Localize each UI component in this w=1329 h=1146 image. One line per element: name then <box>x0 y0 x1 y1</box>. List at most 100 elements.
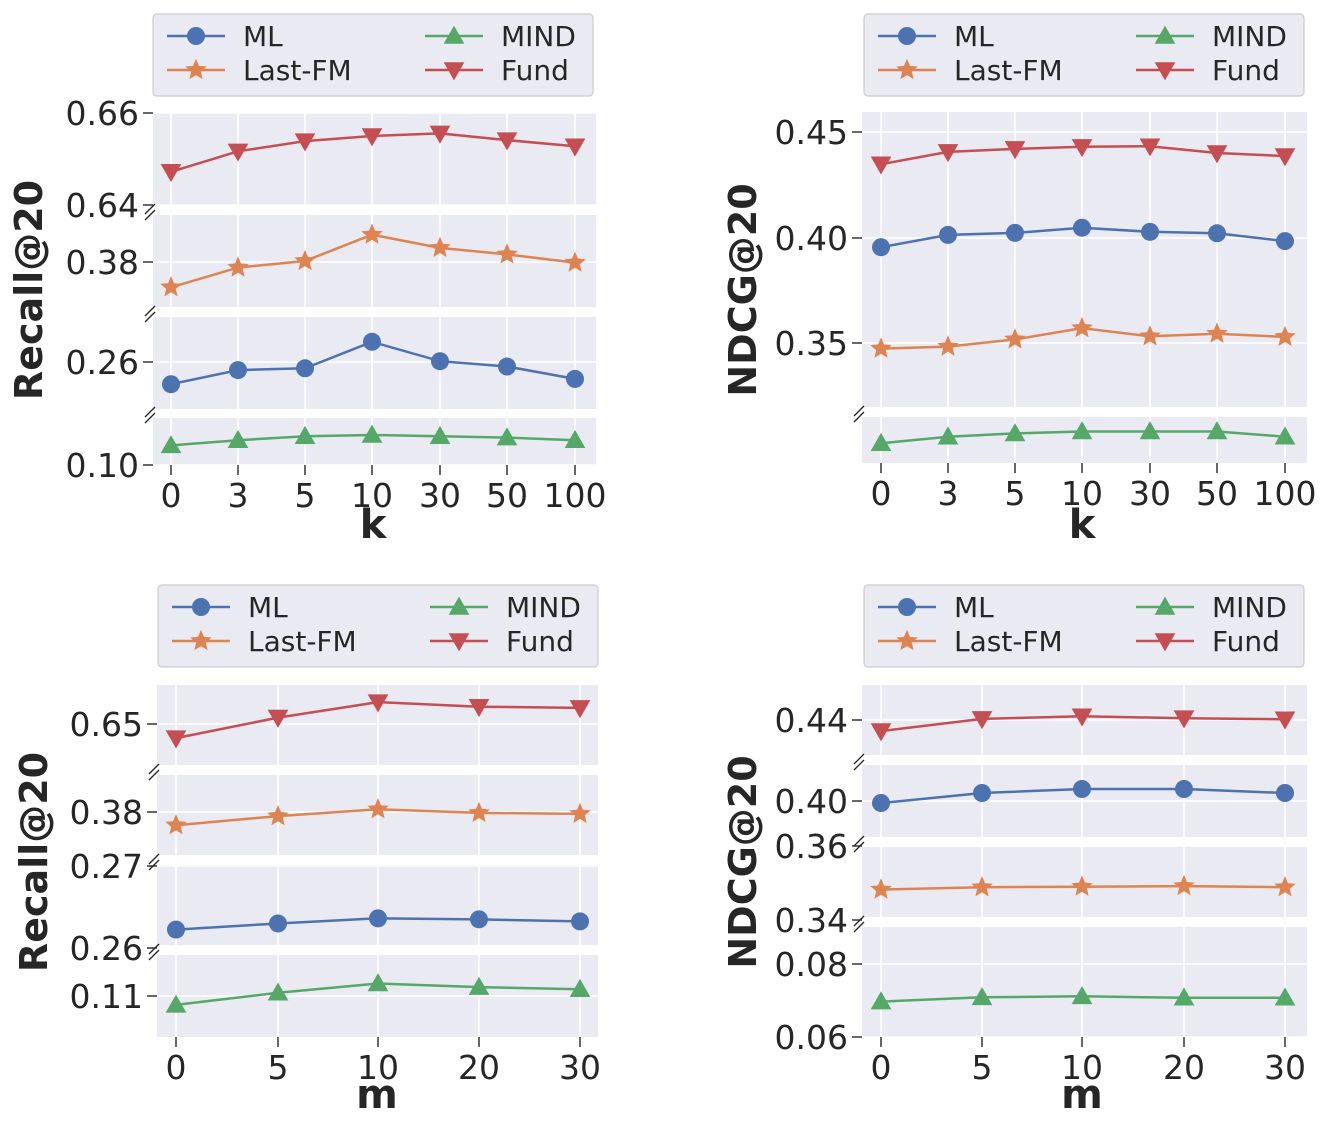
panel-background <box>862 112 1307 407</box>
y-tick-label: 0.08 <box>775 945 848 984</box>
data-point-Last-FM-5 <box>1004 328 1026 349</box>
axis-break-mark <box>853 921 865 933</box>
legend-marker-ML <box>187 27 205 45</box>
axis-break-mark <box>853 411 865 423</box>
legend-label-Last-FM: Last-FM <box>248 625 357 658</box>
panel-1: 0.45 0.40 0.35 <box>775 112 1307 407</box>
data-point-MIND-5 <box>1004 423 1026 442</box>
panel-background <box>153 113 596 205</box>
data-point-ML-0 <box>162 375 180 394</box>
data-point-ML-30 <box>431 352 449 371</box>
data-point-Fund-3 <box>937 144 959 163</box>
data-point-ML-50 <box>1208 224 1226 243</box>
legend-marker-ML <box>898 27 916 45</box>
y-tick-label: 0.26 <box>66 343 139 382</box>
data-point-Last-FM-10 <box>367 798 389 819</box>
panel-background <box>862 417 1307 463</box>
data-point-Last-FM-0 <box>160 276 182 297</box>
axis-break-mark <box>853 915 865 927</box>
y-tick-label: 0.26 <box>70 929 143 968</box>
data-point-ML-0 <box>872 794 890 812</box>
data-point-Last-FM-5 <box>971 876 993 897</box>
x-tick-label: 20 <box>458 1048 500 1087</box>
data-point-Last-FM-30 <box>569 802 591 823</box>
data-point-MIND-20 <box>468 976 490 995</box>
x-axis-label: m <box>356 1072 398 1118</box>
data-point-Fund-0 <box>870 723 892 742</box>
axis-break-mark <box>853 835 865 847</box>
data-point-ML-30 <box>571 912 589 931</box>
data-point-Last-FM-100 <box>564 251 586 272</box>
data-point-MIND-0 <box>870 432 892 452</box>
x-tick-label: 50 <box>1196 474 1238 513</box>
y-tick-label: 0.36 <box>775 827 848 866</box>
panel-background <box>153 317 596 409</box>
panel-3: 0.36 <box>775 827 1307 917</box>
data-point-MIND-0 <box>165 994 187 1013</box>
data-point-ML-3 <box>229 361 247 380</box>
legend-label-Fund: Fund <box>1212 625 1280 658</box>
data-point-ML-50 <box>498 357 516 376</box>
data-point-ML-5 <box>269 914 287 933</box>
data-point-MIND-50 <box>496 427 518 446</box>
data-point-Last-FM-5 <box>267 804 289 826</box>
data-point-Last-FM-50 <box>1206 322 1228 343</box>
legend-marker-Fund <box>443 62 465 81</box>
data-point-ML-0 <box>167 920 185 939</box>
data-point-Fund-30 <box>569 700 591 719</box>
data-point-MIND-3 <box>227 429 249 448</box>
data-point-MIND-30 <box>1139 421 1161 440</box>
data-point-ML-5 <box>296 359 314 378</box>
x-tick-label: 50 <box>486 476 528 515</box>
x-tick-label: 3 <box>228 476 249 515</box>
y-axis-label: NDCG@20 <box>721 183 765 396</box>
legend-label-Last-FM: Last-FM <box>243 54 352 87</box>
data-point-ML-30 <box>1141 222 1159 241</box>
panel-1: 0.44 <box>775 685 1307 755</box>
x-tick-label: 10 <box>351 476 393 515</box>
x-tick-label: 5 <box>295 476 316 515</box>
data-point-ML-10 <box>363 332 381 351</box>
data-point-Last-FM-100 <box>1274 325 1296 346</box>
panel-2: 0.40 <box>775 753 1307 837</box>
legend-marker-ML <box>192 598 210 616</box>
data-point-Fund-5 <box>267 709 289 728</box>
panel-3: 0.26 <box>66 305 596 409</box>
data-point-ML-30 <box>1276 784 1294 802</box>
y-tick-label: 0.45 <box>775 113 848 152</box>
data-point-Last-FM-0 <box>870 337 892 358</box>
data-point-MIND-10 <box>1071 421 1093 440</box>
data-point-Fund-30 <box>1139 138 1161 157</box>
data-point-Fund-30 <box>1274 711 1296 730</box>
data-point-Last-FM-5 <box>294 249 316 271</box>
x-tick-label: 0 <box>166 1048 187 1087</box>
y-tick-label: 0.35 <box>775 324 848 363</box>
data-point-Last-FM-30 <box>1274 876 1296 897</box>
data-point-Fund-5 <box>1004 141 1026 160</box>
legend-box <box>157 584 599 668</box>
legend-marker-ML <box>898 598 916 616</box>
data-point-MIND-5 <box>971 986 993 1006</box>
legend-marker-MIND <box>443 25 465 44</box>
x-tick-label: 20 <box>1163 1048 1205 1087</box>
axis-break-mark <box>853 841 865 853</box>
x-axis-label: k <box>360 502 388 548</box>
x-tick-label: 3 <box>938 474 959 513</box>
data-point-Fund-10 <box>361 128 383 147</box>
data-point-Last-FM-3 <box>937 335 959 356</box>
legend-box <box>863 13 1305 97</box>
y-axis-label: Recall@20 <box>7 180 51 400</box>
axis-break-mark <box>144 209 156 221</box>
data-point-MIND-10 <box>367 973 389 992</box>
data-point-ML-0 <box>872 238 890 257</box>
legend-label-ML: ML <box>243 20 283 53</box>
axis-break-mark <box>853 759 865 771</box>
data-point-ML-5 <box>973 784 991 802</box>
panel-4: 0.10 <box>66 406 596 485</box>
